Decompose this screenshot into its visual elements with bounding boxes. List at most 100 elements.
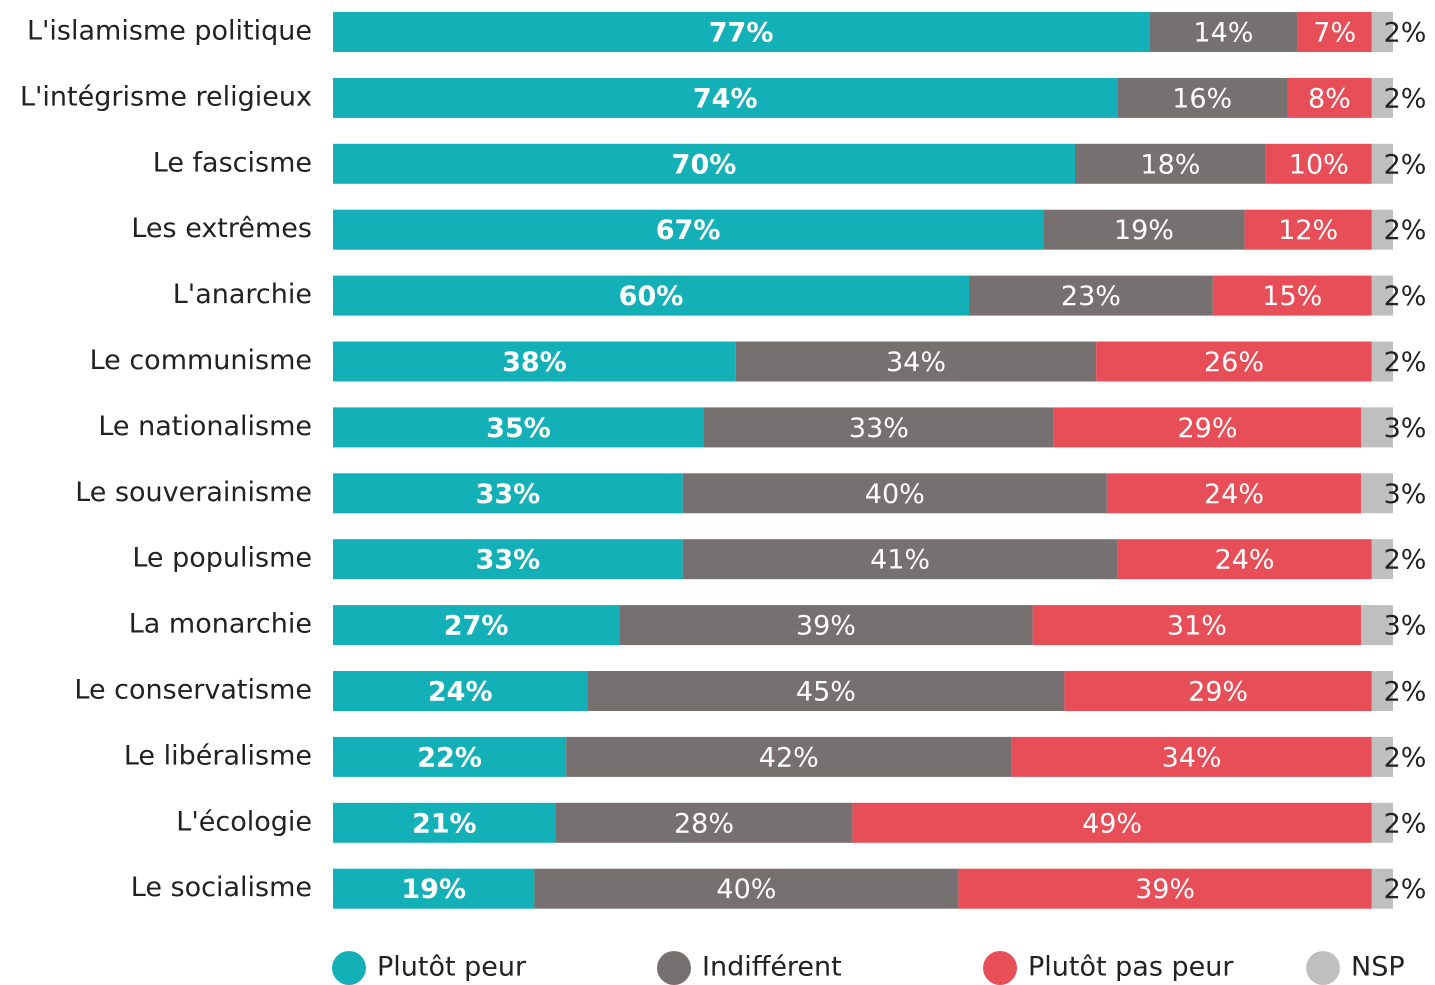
legend-swatch [332,951,366,985]
bar-segment [1371,12,1393,52]
category-label: Le populisme [132,543,312,574]
category-label: Le socialisme [131,872,312,903]
bar-segment [534,868,959,909]
category-label: L'écologie [176,806,312,837]
bar-segment [1149,12,1298,52]
category-label: L'anarchie [173,279,312,310]
category-label: Le libéralisme [124,740,312,771]
value-label: 3% [1384,479,1427,510]
bar-segment [333,275,969,316]
value-label: 49% [1082,808,1142,839]
value-label: 24% [1204,479,1264,510]
bar-segment [333,12,1150,52]
value-label: 3% [1384,611,1427,642]
category-label: Les extrêmes [131,213,312,244]
bar-segment [1075,143,1266,184]
value-label: 2% [1384,874,1427,905]
bar-segment [333,341,736,382]
bar-segment [704,407,1054,448]
value-label: 23% [1061,281,1121,312]
legend-swatch [983,951,1017,985]
value-label: 60% [619,281,684,312]
value-label: 2% [1384,281,1427,312]
legend-label: NSP [1351,952,1405,983]
value-label: 8% [1308,83,1351,114]
bar-segment [852,802,1372,843]
value-label: 42% [759,742,819,773]
bar-segment [587,671,1065,711]
value-label: 40% [716,874,776,905]
value-label: 22% [417,742,482,773]
value-label: 3% [1384,413,1427,444]
value-label: 29% [1188,677,1248,708]
value-label: 34% [1162,742,1222,773]
value-label: 19% [1114,215,1174,246]
bar-segment [619,605,1033,646]
bar-segment [333,407,704,448]
category-label: Le fascisme [153,147,312,178]
bar-segment [1371,143,1393,184]
value-label: 33% [476,545,541,576]
legend-swatch [657,951,691,985]
value-label: 2% [1384,18,1427,49]
value-label: 2% [1384,215,1427,246]
value-label: 29% [1177,413,1237,444]
bar-segment [1371,868,1393,909]
value-label: 45% [796,677,856,708]
bar-segment [1244,209,1372,250]
value-label: 26% [1204,347,1264,378]
value-label: 21% [412,808,477,839]
value-label: 39% [1135,874,1195,905]
bar-segment [333,473,683,514]
bar-segment [333,802,556,843]
category-label: Le conservatisme [74,675,312,706]
bar-segment [1212,275,1372,316]
value-label: 7% [1313,18,1356,49]
bar-segment [1361,605,1393,646]
bar-segment [958,868,1372,909]
bar-segment [682,473,1107,514]
bar-segment [1117,77,1287,118]
bar-segment [333,605,620,646]
value-label: 10% [1289,149,1349,180]
legend-swatch [1306,951,1340,985]
legend-label: Plutôt peur [377,952,527,983]
bar-segment [1096,341,1372,382]
value-label: 70% [672,149,737,180]
bar-segment [1117,539,1372,580]
value-label: 38% [502,347,567,378]
bar-segment [1371,275,1393,316]
value-label: 34% [886,347,946,378]
bar-segment [333,143,1075,184]
bar-segment [333,736,567,777]
value-label: 19% [401,874,466,905]
bar-segment [1371,802,1393,843]
value-label: 33% [476,479,541,510]
bar-segment [682,539,1118,580]
value-label: 28% [674,808,734,839]
bar-segment [1371,736,1393,777]
value-label: 2% [1384,347,1427,378]
bar-segment [1371,341,1393,382]
bar-segment [1371,77,1393,118]
category-label: La monarchie [129,609,312,640]
value-label: 41% [870,545,930,576]
value-label: 27% [444,611,509,642]
bar-segment [1043,209,1245,250]
value-label: 77% [709,18,774,49]
value-label: 33% [849,413,909,444]
bar-segment [1011,736,1372,777]
value-label: 2% [1384,545,1427,576]
category-label: L'islamisme politique [27,16,312,47]
category-label: Le nationalisme [98,411,312,442]
value-label: 18% [1140,149,1200,180]
category-label: Le communisme [90,345,312,376]
bar-segment [333,868,535,909]
value-label: 16% [1172,83,1232,114]
value-label: 24% [428,677,493,708]
bar-segment [1287,77,1372,118]
bar-segment [1053,407,1362,448]
bar-segment [555,802,853,843]
